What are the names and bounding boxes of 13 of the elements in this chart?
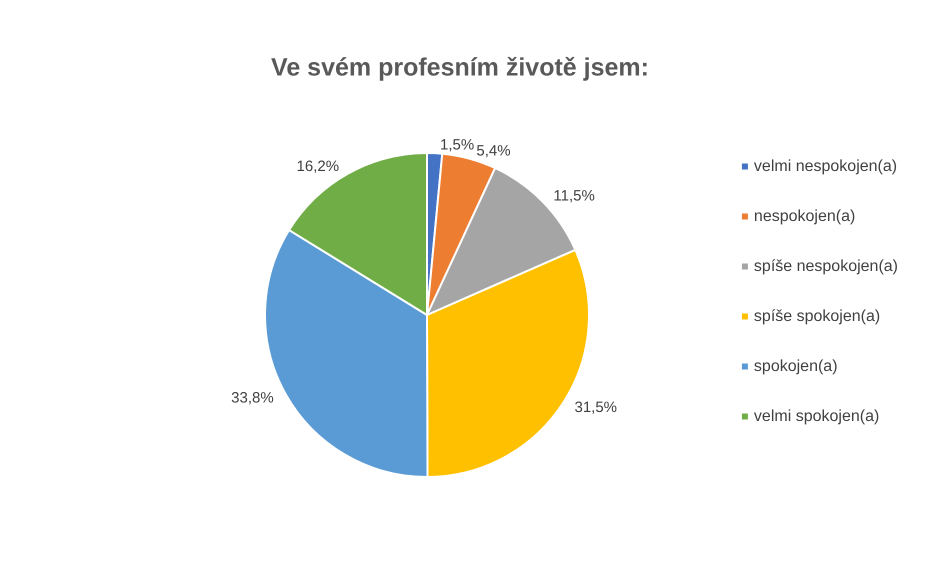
legend-label: spíše spokojen(a) (754, 308, 880, 325)
data-label: 33,8% (231, 390, 274, 407)
legend-label: velmi spokojen(a) (754, 408, 880, 425)
chart-title: Ve svém profesním životě jsem: (271, 54, 649, 82)
data-label: 5,4% (476, 142, 511, 160)
legend-label: spíše nespokojen(a) (754, 258, 898, 275)
legend-label: nespokojen(a) (754, 208, 856, 225)
data-label: 11,5% (553, 188, 595, 205)
data-label: 31,5% (574, 399, 618, 416)
data-label: 16,2% (296, 158, 340, 176)
legend-label: spokojen(a) (754, 358, 838, 375)
data-label: 1,5% (440, 136, 474, 154)
legend-label: velmi nespokojen(a) (754, 158, 898, 175)
